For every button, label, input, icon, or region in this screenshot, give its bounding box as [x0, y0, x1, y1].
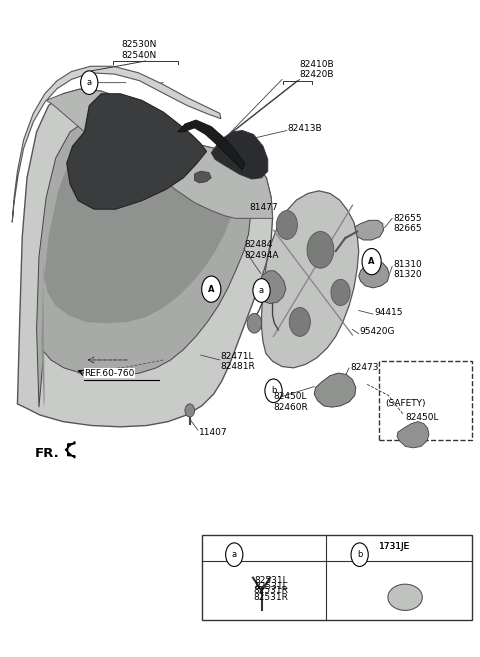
Polygon shape	[359, 261, 389, 288]
Circle shape	[81, 71, 98, 95]
Text: 82471L
82481R: 82471L 82481R	[221, 351, 256, 371]
Polygon shape	[397, 422, 429, 448]
Text: a: a	[232, 550, 237, 559]
Text: b: b	[271, 386, 276, 396]
Text: 82473: 82473	[350, 363, 379, 373]
Circle shape	[331, 279, 350, 306]
Polygon shape	[257, 271, 286, 304]
Text: 82530N
82540N: 82530N 82540N	[122, 40, 157, 60]
Ellipse shape	[388, 584, 422, 610]
Text: 81477: 81477	[250, 203, 278, 212]
Polygon shape	[67, 94, 206, 209]
Text: (SAFETY): (SAFETY)	[385, 399, 425, 409]
Circle shape	[226, 543, 243, 566]
Text: 11407: 11407	[199, 428, 228, 437]
Circle shape	[185, 404, 194, 417]
Circle shape	[247, 313, 262, 333]
Circle shape	[276, 210, 298, 239]
Circle shape	[362, 248, 381, 275]
Text: 81310
81320: 81310 81320	[393, 260, 422, 279]
Polygon shape	[178, 120, 245, 170]
Text: A: A	[208, 284, 215, 294]
Polygon shape	[46, 89, 273, 218]
Text: 82413B: 82413B	[288, 124, 323, 133]
Text: 82484
82494A: 82484 82494A	[245, 240, 279, 260]
Polygon shape	[211, 131, 268, 179]
Text: 82655
82665: 82655 82665	[393, 214, 422, 233]
Circle shape	[289, 307, 311, 336]
Polygon shape	[314, 373, 356, 407]
Text: 82450L: 82450L	[405, 413, 439, 422]
Text: 82410B
82420B: 82410B 82420B	[300, 60, 335, 79]
Text: 95420G: 95420G	[360, 327, 395, 336]
Circle shape	[202, 276, 221, 302]
Polygon shape	[17, 89, 273, 427]
Circle shape	[265, 379, 282, 403]
Text: REF.60-760: REF.60-760	[84, 369, 135, 378]
Text: b: b	[357, 550, 362, 559]
FancyArrow shape	[65, 442, 75, 458]
Text: 82531L
82531R: 82531L 82531R	[253, 576, 288, 595]
Text: a: a	[87, 78, 92, 87]
Text: 1731JE: 1731JE	[379, 541, 410, 551]
Circle shape	[307, 231, 334, 268]
Text: 1731JE: 1731JE	[379, 541, 410, 551]
Text: 82531L
82531R: 82531L 82531R	[253, 582, 288, 602]
Polygon shape	[262, 191, 359, 368]
Text: 82450L
82460R: 82450L 82460R	[274, 392, 308, 412]
Text: A: A	[368, 257, 375, 266]
Circle shape	[351, 543, 368, 566]
Polygon shape	[36, 114, 251, 407]
Text: a: a	[259, 286, 264, 295]
Bar	[379, 361, 472, 440]
Circle shape	[253, 279, 270, 302]
Text: 94415: 94415	[374, 307, 403, 317]
Polygon shape	[355, 220, 384, 240]
Text: FR.: FR.	[35, 447, 60, 459]
Polygon shape	[194, 171, 211, 183]
Polygon shape	[41, 119, 233, 407]
Bar	[202, 535, 472, 620]
Polygon shape	[12, 66, 221, 222]
